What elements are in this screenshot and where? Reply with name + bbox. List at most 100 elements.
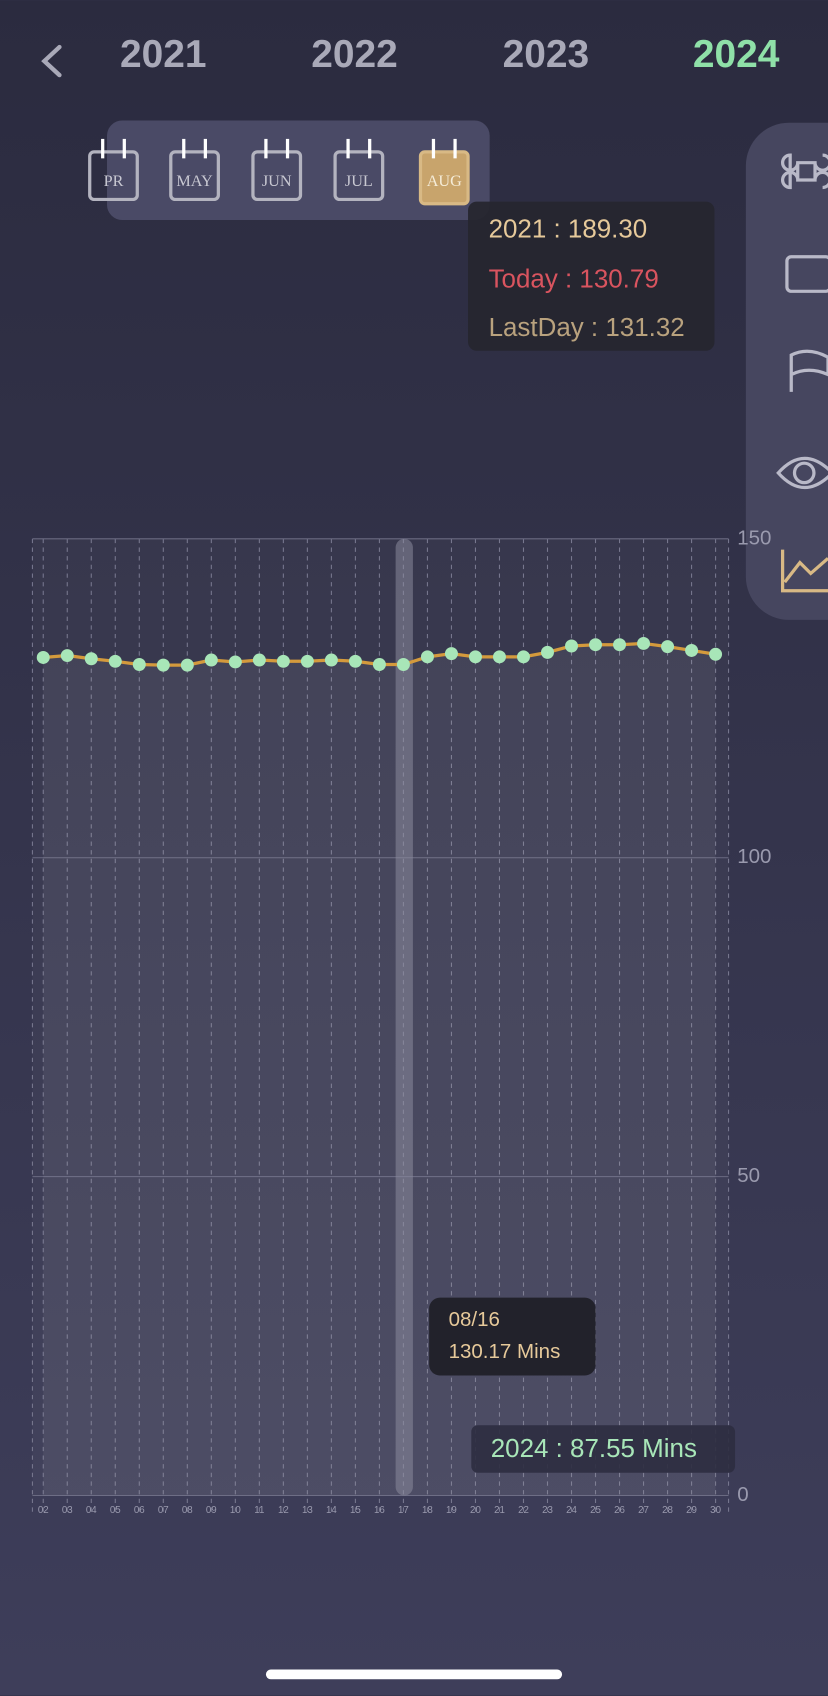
area [43,643,716,1496]
month-label: JUL [345,172,373,190]
x-tick-label: 11 [254,1505,264,1516]
back-button[interactable] [41,44,62,78]
x-tick-label: 16 [374,1505,385,1516]
x-tick-label: 06 [134,1505,145,1516]
x-tick-label: 10 [230,1505,241,1516]
x-tick-label: 02 [38,1505,49,1516]
point [709,647,723,661]
month-strip [107,120,490,220]
point [565,639,578,653]
tooltip-line: LastDay : 131.32 [489,314,685,342]
eye-icon[interactable] [776,456,828,489]
flag-icon[interactable] [789,349,828,392]
point [276,654,290,668]
x-tick-label: 05 [110,1505,121,1516]
x-tick-label: 26 [614,1505,625,1516]
point [420,650,434,664]
calendar-icon[interactable] [785,255,828,293]
y-tick-label: 100 [737,845,771,868]
total-box [471,1425,736,1473]
point [132,658,146,671]
point [156,658,170,672]
x-tick-label: 13 [302,1505,313,1516]
month-icon[interactable] [88,150,139,202]
summary-tooltip [468,201,715,351]
point-tooltip [429,1297,596,1376]
x-tick-label: 14 [326,1505,337,1516]
month-label: AUG [427,172,462,190]
point [108,654,122,668]
x-tick-label: 15 [350,1505,361,1516]
point [324,653,338,667]
y-tick-label: 150 [737,526,771,549]
command-icon[interactable] [781,153,828,190]
point [492,650,506,664]
tooltip-line: Today : 130.79 [489,265,659,293]
y-tick-label: 50 [737,1164,760,1187]
total-label: 2024 : 87.55 Mins [491,1435,697,1463]
x-tick-label: 17 [398,1505,409,1516]
x-tick-label: 20 [470,1505,481,1516]
side-panel [745,122,828,620]
x-tick-label: 07 [158,1505,169,1516]
tooltip-date: 08/16 [449,1308,500,1331]
point [204,653,218,667]
point [84,652,98,666]
y-tick-label: 0 [737,1483,748,1506]
month-icon[interactable] [169,150,220,202]
x-tick-label: 24 [566,1505,577,1516]
summary-lines: 2021 : 189.30 Today : 130.79 LastDay : 1… [489,216,685,342]
point [348,654,362,668]
x-tick-label: 08 [182,1505,193,1516]
point [372,658,386,671]
month-icon[interactable] [251,150,303,202]
point [516,650,530,664]
point [637,636,651,650]
x-tick-label: 27 [638,1505,649,1516]
month-label: MAY [176,172,213,190]
point [60,649,74,663]
x-tick-label: 29 [686,1505,697,1516]
x-tick-label: 23 [542,1505,553,1516]
month-label: PR [104,172,124,190]
month-icon[interactable] [333,150,385,202]
side-icons [776,153,828,593]
chart-icon[interactable] [780,549,828,593]
x-tick-label: 04 [86,1505,97,1516]
point [36,650,50,664]
point [252,653,266,667]
tooltip-line: 2021 : 189.30 [489,216,648,244]
year-tabs: 2021 2022 2023 2024 [120,33,780,76]
x-tick-label: 12 [278,1505,289,1516]
x-tick-label: 22 [518,1505,529,1516]
month-icon[interactable] [418,150,470,206]
tooltip-value: 130.17 Mins [449,1340,561,1363]
x-tick-label: 25 [590,1505,601,1516]
x-tick-label: 09 [206,1505,217,1516]
point [685,643,699,657]
year-tab[interactable]: 2024 [693,33,780,76]
year-tab[interactable]: 2021 [120,33,207,76]
x-tick-label: 03 [62,1505,73,1516]
month-label: JUN [262,172,292,190]
point [589,638,603,652]
point [541,645,554,659]
x-tick-label: 19 [446,1505,457,1516]
year-tab[interactable]: 2022 [311,33,398,76]
point [661,640,675,654]
home-indicator [265,1669,563,1680]
x-tick-label: 21 [494,1505,505,1516]
point [228,655,242,669]
x-tick-label: 30 [710,1505,721,1516]
point [396,658,410,671]
highlight-bar [395,538,413,1496]
point [468,650,482,664]
point [180,658,194,672]
point [300,654,314,668]
year-tab[interactable]: 2023 [503,33,590,76]
point [444,647,458,661]
point [613,638,627,652]
x-tick-label: 28 [662,1505,673,1516]
